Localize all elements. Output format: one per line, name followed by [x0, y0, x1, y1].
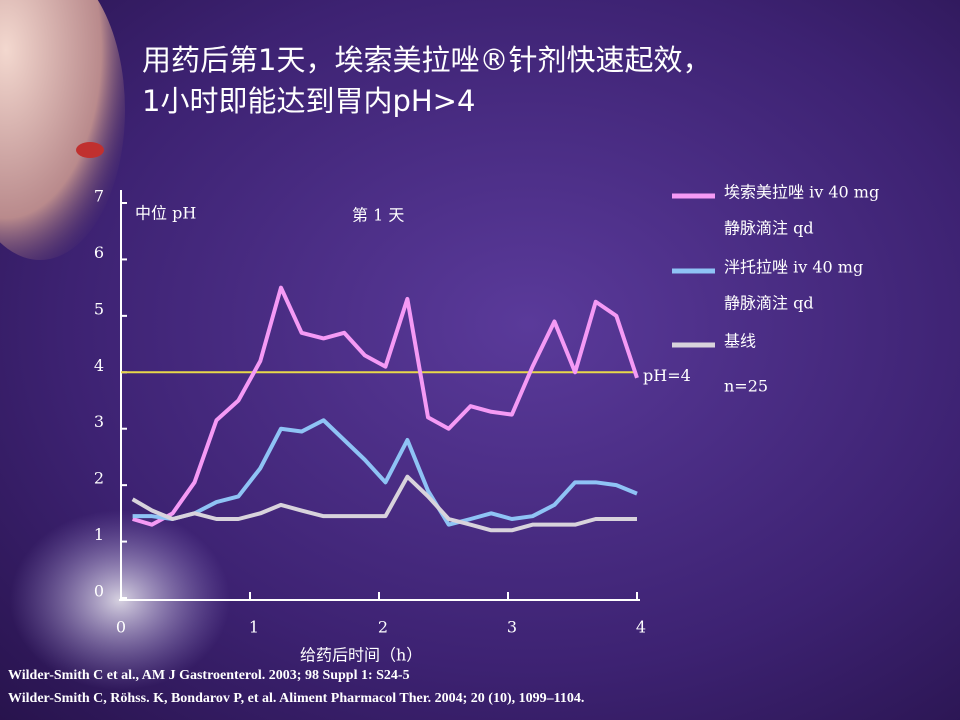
- face-decoration: [0, 0, 125, 260]
- y-tick-label: 2: [94, 469, 104, 488]
- y-axis-label: 中位 pH: [135, 204, 196, 223]
- x-tick-label: 0: [116, 618, 126, 637]
- reference: Wilder-Smith C, Röhss. K, Bondarov P, et…: [8, 691, 584, 706]
- x-tick-label: 2: [378, 618, 388, 637]
- x-axis-label: 给药后时间（h）: [300, 646, 422, 665]
- legend-label: 静脉滴注 qd: [724, 219, 814, 238]
- y-tick-label: 1: [94, 525, 104, 544]
- y-tick-label: 6: [94, 243, 104, 262]
- subtitle: 第 1 天: [352, 206, 404, 225]
- x-tick-label: 1: [249, 618, 259, 637]
- y-tick-label: 7: [94, 187, 104, 206]
- title: 用药后第1天，埃索美拉唑®针剂快速起效，: [142, 43, 711, 77]
- y-tick-label: 3: [94, 412, 104, 431]
- series-line: [132, 418, 638, 527]
- legend-label: 埃索美拉唑 iv 40 mg: [724, 183, 879, 202]
- legend-label: 基线: [724, 332, 756, 351]
- lips-decoration: [76, 142, 104, 158]
- series-line: [132, 285, 639, 527]
- y-tick-label: 4: [94, 356, 104, 375]
- series-line: [131, 474, 637, 533]
- legend-label: 泮托拉唑 iv 40 mg: [724, 258, 863, 277]
- legend-label: 静脉滴注 qd: [724, 294, 814, 313]
- x-tick-label: 3: [507, 618, 517, 637]
- title: 1小时即能达到胃内pH>4: [142, 84, 475, 118]
- reference-label: pH=4: [643, 366, 691, 385]
- x-tick-label: 4: [636, 618, 646, 637]
- reference: Wilder-Smith C et al., AM J Gastroentero…: [8, 668, 410, 683]
- y-tick-label: 0: [94, 582, 104, 601]
- y-tick-label: 5: [94, 299, 104, 318]
- annotation: n=25: [724, 377, 768, 396]
